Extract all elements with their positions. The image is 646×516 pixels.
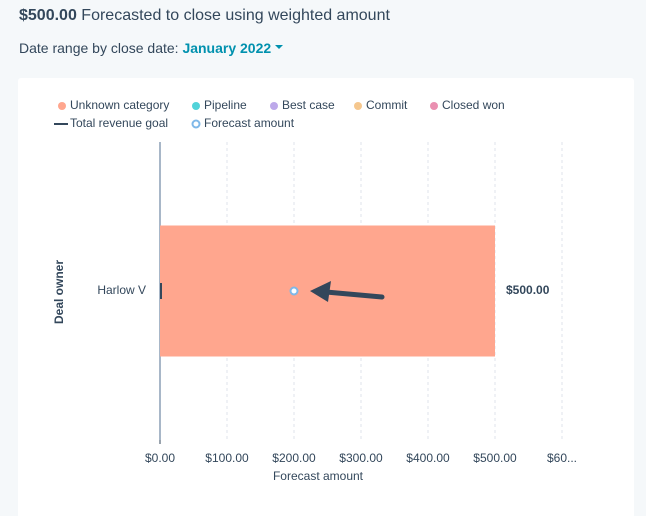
caret [275, 45, 284, 49]
legend-label: Closed won [442, 98, 505, 112]
y-tick-label: Harlow V [97, 283, 146, 297]
date-range: Date range by close date: January 2022 [19, 40, 284, 56]
x-axis-label: Forecast amount [273, 469, 364, 483]
x-tick-label: $500.00 [473, 451, 517, 465]
x-tick-label: $300.00 [339, 451, 383, 465]
legend-label: Best case [282, 98, 335, 112]
legend-label: Unknown category [70, 98, 169, 112]
x-tick-label: $200.00 [272, 451, 316, 465]
legend-label: Total revenue goal [70, 116, 168, 130]
legend-swatch [270, 102, 278, 110]
arrow-head [310, 281, 331, 302]
value-label: $500.00 [506, 283, 550, 297]
legend-swatch [58, 102, 66, 110]
x-tick-label: $400.00 [406, 451, 450, 465]
date-range-label: Date range by close date: [19, 40, 179, 56]
amount: $500.00 [19, 7, 77, 24]
legend-label: Pipeline [204, 98, 247, 112]
x-tick-label: $60... [547, 451, 577, 465]
legend-swatch [191, 119, 201, 129]
legend-swatch [430, 102, 438, 110]
legend-swatch [354, 102, 362, 110]
x-tick-label: $100.00 [205, 451, 249, 465]
legend-label: Forecast amount [204, 116, 295, 130]
header-title: Forecasted to close using weighted amoun… [81, 7, 390, 24]
date-range-dropdown[interactable]: January 2022 [182, 40, 272, 56]
x-tick-label: $0.00 [145, 451, 175, 465]
legend-label: Commit [366, 98, 408, 112]
y-axis-label: Deal owner [52, 260, 66, 324]
legend-swatch [192, 102, 200, 110]
forecast-point [289, 286, 299, 296]
arrow [323, 289, 385, 300]
header: $500.00 Forecasted to close using weight… [19, 7, 390, 25]
